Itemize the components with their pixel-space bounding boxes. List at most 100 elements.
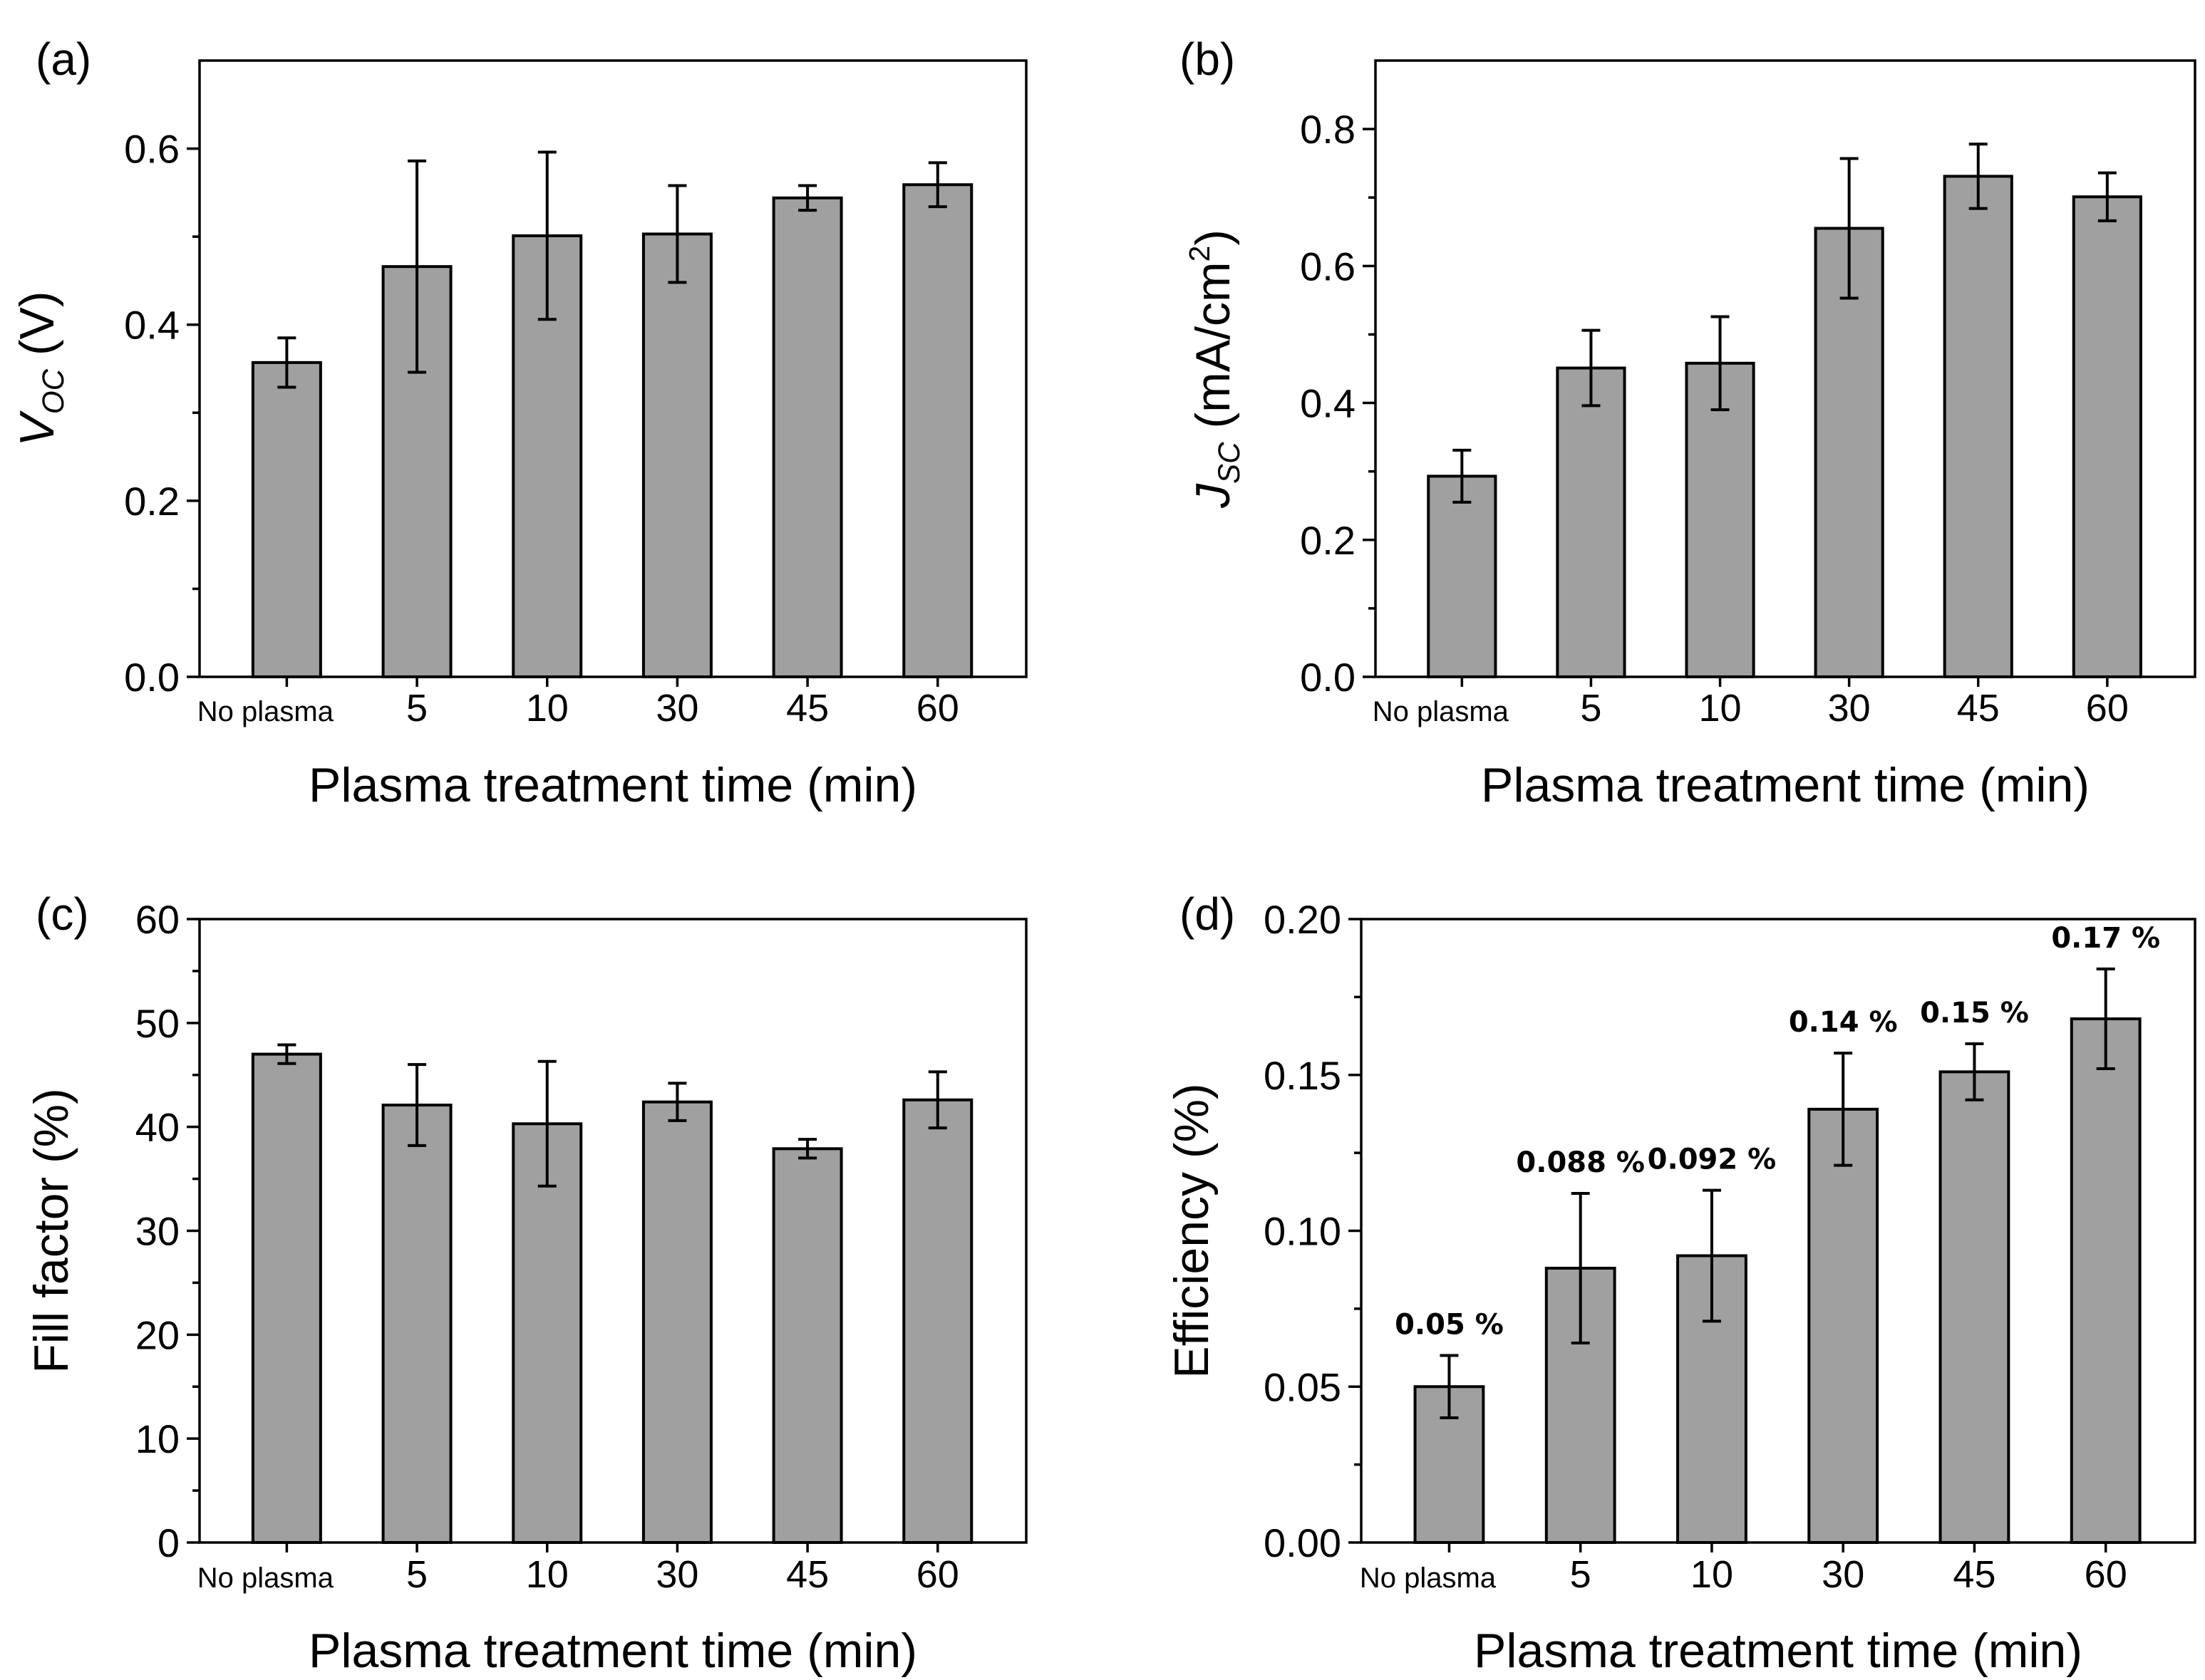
bar xyxy=(1807,1107,1879,1544)
y-tick-label: 0.4 xyxy=(124,303,180,348)
panel-c: 0 10 20 30 40 50 60 No plasma 5 10 30 45 60 Plasma tr… xyxy=(24,888,1028,1678)
data-label: 0.17 % xyxy=(2051,922,2160,955)
error-bar xyxy=(1965,1042,1984,1101)
error-bar xyxy=(668,1082,687,1122)
bar xyxy=(381,1104,453,1544)
y-axis-title: Fill factor (%) xyxy=(24,1088,78,1373)
error-bar xyxy=(1968,142,1988,210)
x-tick-label: 10 xyxy=(526,687,569,730)
error-bar xyxy=(277,1043,296,1065)
x-tick-label: 5 xyxy=(1580,687,1601,730)
bar xyxy=(1427,475,1497,679)
y-tick-label: 30 xyxy=(135,1209,180,1254)
panel-label: (d) xyxy=(1179,888,1235,940)
bar xyxy=(1814,227,1884,678)
y-tick-label: 0.6 xyxy=(1300,244,1355,289)
y-tick-label: 0.0 xyxy=(1300,655,1355,700)
y-axis-title: JSC (mA/cm2) xyxy=(1183,229,1246,509)
error-bar xyxy=(277,336,296,389)
error-bar xyxy=(1839,157,1859,300)
error-bar xyxy=(2097,171,2117,222)
panel-label: (b) xyxy=(1179,33,1235,85)
y-axis-title: VOC (V) xyxy=(10,291,70,446)
x-tick-label: 45 xyxy=(786,1553,829,1596)
y-axis-title-subscript: SC xyxy=(1212,442,1246,484)
y-tick-label: 0.8 xyxy=(1300,107,1355,152)
x-tick-label: 5 xyxy=(406,1553,428,1596)
x-tick-label: 30 xyxy=(1828,687,1871,730)
y-tick-label: 0.0 xyxy=(124,655,180,700)
panel-label: (c) xyxy=(36,888,89,940)
bar xyxy=(772,196,843,678)
data-label: 0.088 % xyxy=(1516,1146,1645,1179)
x-tick-label: No plasma xyxy=(1373,696,1509,727)
data-label: 0.14 % xyxy=(1789,1006,1898,1039)
bar xyxy=(2070,1017,2142,1544)
y-tick-label: 0.4 xyxy=(1300,381,1355,426)
y-tick-label: 0.00 xyxy=(1264,1520,1341,1565)
error-bar xyxy=(668,184,687,284)
plot-frame xyxy=(198,918,1028,1544)
y-axis-title-unit: (V) xyxy=(10,291,64,369)
panel-b: 0.0 0.2 0.4 0.6 0.8 No plasma 5 10 30 45 60 Plasma … xyxy=(1179,33,2196,812)
x-axis-title: Plasma treatment time (min) xyxy=(1474,1624,2082,1678)
x-tick-label: No plasma xyxy=(1360,1562,1497,1594)
y-tick-label: 0.05 xyxy=(1264,1364,1341,1409)
data-label: 0.092 % xyxy=(1648,1144,1777,1176)
error-bar xyxy=(1581,328,1601,408)
bar xyxy=(641,1100,713,1544)
error-bar xyxy=(1440,1354,1459,1419)
y-tick-label: 0.2 xyxy=(1300,518,1355,563)
x-tick-label: 30 xyxy=(656,1553,698,1596)
y-axis-title-unit: (mA/cm xyxy=(1186,261,1240,442)
bar xyxy=(251,361,322,678)
x-tick-label: 10 xyxy=(1690,1553,1733,1596)
plot-frame xyxy=(1360,918,2196,1544)
x-tick-label: 60 xyxy=(2086,687,2129,730)
error-bar xyxy=(928,1070,947,1130)
error-bar xyxy=(1452,448,1472,504)
x-tick-label: 30 xyxy=(1822,1553,1864,1596)
error-bar xyxy=(798,1138,817,1160)
error-bar xyxy=(1702,1188,1721,1323)
y-tick-label: 0.6 xyxy=(124,127,180,172)
plot-frame xyxy=(198,59,1028,678)
x-tick-label: 60 xyxy=(916,687,959,730)
x-axis-title: Plasma treatment time (min) xyxy=(309,1624,917,1678)
y-tick-label: 0.10 xyxy=(1264,1209,1341,1254)
error-bar xyxy=(2096,968,2115,1070)
x-tick-label: 30 xyxy=(656,687,698,730)
x-tick-label: 10 xyxy=(1699,687,1742,730)
error-bar xyxy=(798,184,817,212)
data-label: 0.05 % xyxy=(1395,1309,1504,1342)
panel-label: (a) xyxy=(36,33,91,85)
y-axis-title-superscript: 2 xyxy=(1183,246,1216,262)
panel-d: 0.00 0.05 0.10 0.15 0.20 No plasma 5 10 30 45 60Pl… xyxy=(1165,888,2196,1678)
y-tick-label: 50 xyxy=(135,1001,180,1046)
x-tick-label: 60 xyxy=(2085,1553,2127,1596)
error-bar xyxy=(537,1059,557,1188)
y-tick-label: 0 xyxy=(158,1520,180,1565)
y-axis-title-subscript: OC xyxy=(36,368,70,414)
plot-frame xyxy=(1374,59,2196,678)
bar xyxy=(512,1122,583,1544)
x-tick-label: No plasma xyxy=(197,1562,334,1594)
y-tick-label: 0.15 xyxy=(1264,1053,1341,1098)
x-tick-label: 45 xyxy=(1957,687,2000,730)
error-bar xyxy=(537,150,557,321)
bar xyxy=(902,1098,974,1544)
bar xyxy=(1943,175,2013,678)
y-axis-title: Efficiency (%) xyxy=(1165,1083,1219,1378)
bar xyxy=(902,183,974,678)
error-bar xyxy=(1710,315,1730,412)
x-tick-label: 5 xyxy=(1570,1553,1591,1596)
bar xyxy=(1556,366,1626,678)
x-axis-title: Plasma treatment time (min) xyxy=(309,758,917,812)
bar xyxy=(2072,195,2142,678)
y-axis-title-close: ) xyxy=(1186,229,1240,246)
y-tick-label: 10 xyxy=(135,1416,180,1461)
bar xyxy=(251,1052,322,1545)
error-bar xyxy=(408,1063,427,1147)
x-tick-label: No plasma xyxy=(197,696,334,727)
